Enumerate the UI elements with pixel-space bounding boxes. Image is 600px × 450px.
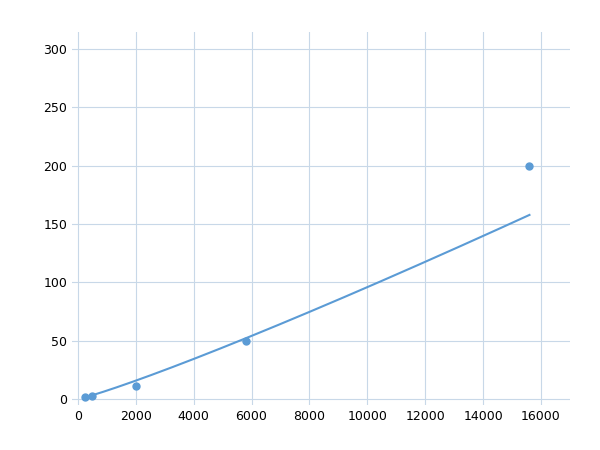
- Point: [241, 337, 251, 344]
- Point: [131, 382, 140, 390]
- Point: [88, 392, 97, 399]
- Point: [524, 162, 534, 169]
- Point: [80, 393, 89, 400]
